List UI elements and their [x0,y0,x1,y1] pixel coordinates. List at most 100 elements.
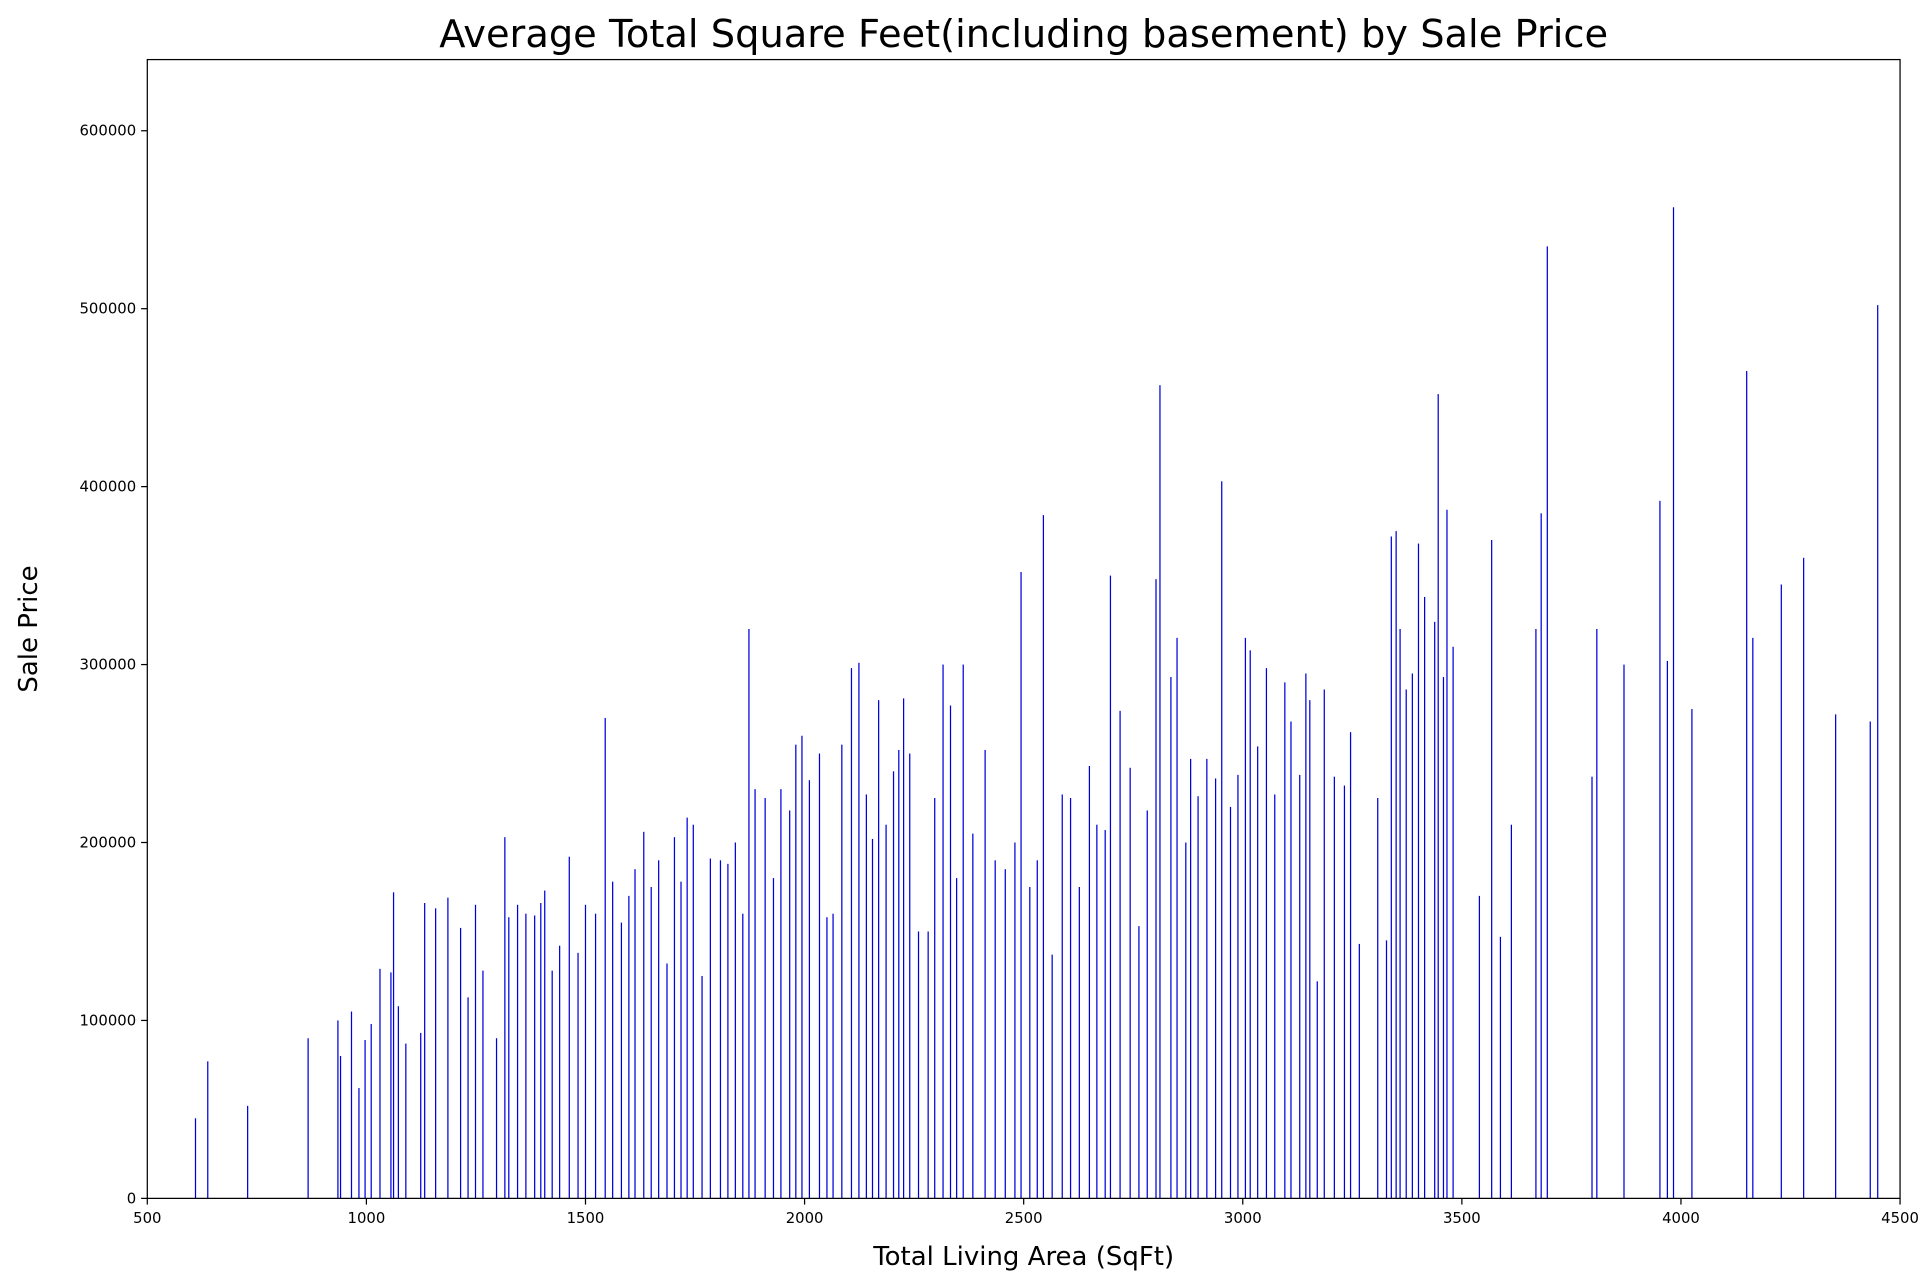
bar [1244,637,1247,1199]
bar [1434,621,1436,1199]
bar [748,628,750,1199]
x-tick-label: 500 [133,1209,161,1227]
bar [1499,936,1502,1199]
bar [1249,650,1251,1199]
bar [909,753,911,1199]
bar [818,753,821,1199]
bar [1185,842,1187,1199]
bar [1540,513,1542,1199]
bar [1257,746,1259,1199]
bar [892,771,895,1199]
bar [516,904,519,1199]
bar [1237,774,1239,1199]
bar [1229,806,1232,1199]
y-tick-label: 200000 [79,833,136,851]
bar [841,744,843,1199]
bar [709,858,711,1199]
bar [1221,481,1223,1199]
bar [1061,794,1063,1199]
bar [734,842,736,1199]
bar [865,794,867,1199]
bar [878,700,880,1199]
bar [1411,673,1413,1199]
bar [1349,732,1352,1199]
bar [1078,886,1080,1199]
bar [1104,830,1106,1199]
y-tick-label: 300000 [79,656,136,674]
bar [1029,886,1031,1199]
bar [927,931,929,1199]
bar [692,824,694,1199]
x-tick-label: 4000 [1662,1209,1700,1227]
bar [358,1088,360,1199]
x-tick-label: 1000 [348,1209,386,1227]
bar [508,917,510,1199]
bar [1510,824,1513,1199]
bar [1672,207,1675,1199]
y-tick-label: 600000 [79,122,136,140]
bar [994,860,996,1199]
bar [772,878,775,1199]
bar [666,963,668,1199]
bar [1591,776,1593,1199]
bar [540,903,542,1199]
bar [482,970,484,1199]
bar [1424,596,1426,1199]
bar [447,897,449,1199]
bar [801,735,803,1199]
bar [1109,575,1112,1199]
bar [1666,661,1668,1199]
bar [397,1006,400,1199]
bar [1752,637,1754,1199]
bar [754,789,756,1199]
bar [898,749,900,1199]
y-tick-label: 400000 [79,478,136,496]
bar [686,817,688,1199]
bar [1385,940,1388,1199]
bar [643,831,645,1199]
bar [1659,500,1661,1199]
bar [584,904,587,1199]
bar [984,749,986,1199]
bar [495,1038,498,1199]
bar [1088,765,1091,1199]
bar [551,970,553,1199]
bar [780,789,782,1199]
bar [1343,785,1346,1199]
x-tick-label: 2000 [786,1209,824,1227]
bar [1358,943,1360,1199]
bar [1020,572,1022,1199]
y-tick-label: 100000 [79,1011,136,1029]
bar [1309,700,1311,1199]
bar [1069,798,1072,1199]
bar [350,1011,353,1199]
bar [1316,981,1318,1199]
bar [885,824,887,1199]
bar [207,1061,209,1199]
bar [1004,869,1006,1199]
bar [701,975,703,1199]
bar [1780,584,1782,1199]
bar [1042,515,1045,1199]
bar [568,856,570,1199]
x-tick-label: 3500 [1443,1209,1481,1227]
bar [1877,305,1879,1199]
bar [420,1032,422,1199]
bar [1452,646,1454,1199]
bar [832,913,834,1199]
bar [339,1056,342,1199]
bar [1197,796,1199,1199]
x-tick-label: 2500 [1005,1209,1043,1227]
bar [1535,628,1537,1199]
bar [972,833,974,1199]
bar [194,1118,197,1199]
bar [1869,721,1871,1199]
bar [956,878,958,1199]
x-tick-label: 3000 [1224,1209,1262,1227]
bar [405,1043,407,1199]
bar [808,780,811,1199]
bar [634,869,636,1199]
bar [1274,794,1276,1199]
